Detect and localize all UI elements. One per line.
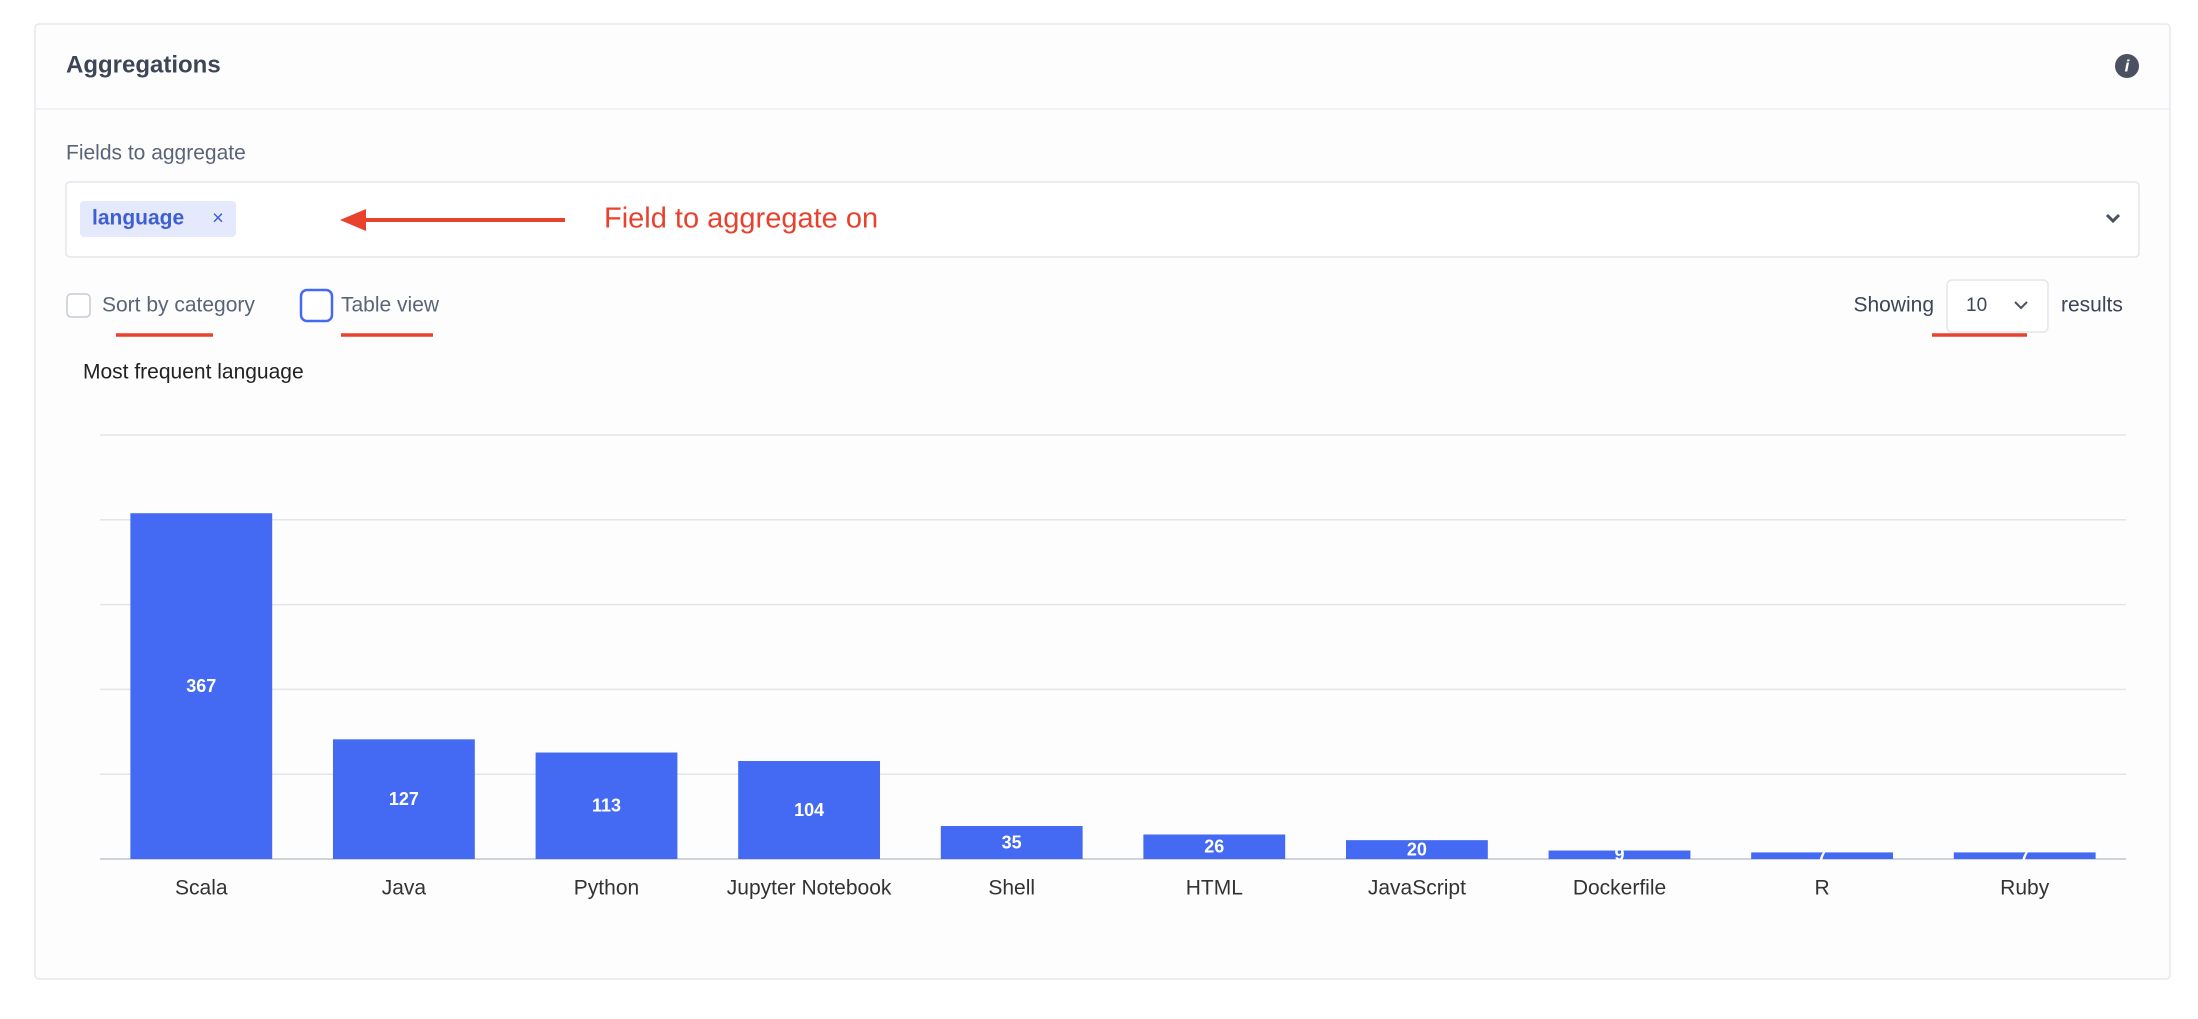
x-tick-label: HTML bbox=[1186, 877, 1243, 900]
bar bbox=[940, 826, 1083, 859]
bar-value-label: 113 bbox=[592, 796, 621, 816]
plot: Scala 367 Java 127 Python 113 Jupyter Notebook… bbox=[100, 434, 2126, 900]
bar bbox=[1143, 834, 1286, 859]
bar bbox=[535, 752, 678, 859]
checkbox[interactable] bbox=[66, 293, 91, 318]
bar bbox=[1548, 850, 1691, 859]
card-title: Aggregations bbox=[66, 51, 221, 78]
dropdown-chevron[interactable] bbox=[2105, 213, 2121, 224]
bar-value-label: 7 bbox=[1817, 845, 1827, 865]
bar bbox=[130, 513, 273, 859]
chip-label: language bbox=[92, 207, 184, 230]
bar bbox=[1345, 840, 1488, 859]
x-tick-label: Shell bbox=[988, 877, 1035, 900]
bar-value-label: 9 bbox=[1614, 845, 1624, 865]
select-chevron bbox=[2014, 301, 2028, 310]
checkbox-label[interactable]: Table view bbox=[341, 294, 440, 317]
chip bbox=[80, 201, 236, 237]
count-value[interactable]: 10 bbox=[1966, 295, 1987, 316]
checkbox-label[interactable]: Sort by category bbox=[102, 294, 255, 317]
x-tick-label: Python bbox=[574, 877, 639, 900]
x-tick-label: R bbox=[1815, 877, 1830, 900]
bar-value-label: 26 bbox=[1204, 837, 1224, 857]
x-tick-label: JavaScript bbox=[1368, 877, 1466, 900]
bar bbox=[1751, 852, 1894, 859]
info-glyph: i bbox=[2125, 56, 2131, 75]
bar bbox=[738, 761, 881, 859]
bar-value-label: 367 bbox=[186, 676, 216, 696]
checkbox[interactable] bbox=[299, 288, 334, 323]
bar-value-label: 104 bbox=[794, 800, 824, 820]
x-tick-label: Jupyter Notebook bbox=[727, 877, 892, 900]
results-label: results bbox=[2061, 294, 2123, 317]
card bbox=[34, 23, 2171, 980]
chart-title: Most frequent language bbox=[83, 361, 304, 384]
count-select[interactable] bbox=[1946, 279, 2049, 333]
showing-label: Showing bbox=[1853, 294, 1934, 317]
bar-value-label: 35 bbox=[1002, 832, 1022, 852]
x-tick-label: Ruby bbox=[2000, 877, 2050, 900]
x-tick-label: Dockerfile bbox=[1573, 877, 1666, 900]
annotation: Field to aggregate on bbox=[604, 203, 878, 235]
field-label: Fields to aggregate bbox=[66, 142, 246, 165]
bar bbox=[1953, 852, 2096, 859]
bar-value-label: 7 bbox=[2020, 845, 2030, 865]
bar-value-label: 20 bbox=[1407, 839, 1427, 859]
x-tick-label: Java bbox=[382, 877, 427, 900]
info-circle bbox=[2115, 54, 2139, 78]
info-icon[interactable]: i bbox=[2115, 54, 2139, 78]
arrow-head bbox=[340, 209, 366, 231]
field-select[interactable] bbox=[65, 181, 2140, 258]
x-tick-label: Scala bbox=[175, 877, 228, 900]
bar bbox=[332, 739, 475, 859]
bar-value-label: 127 bbox=[389, 789, 419, 809]
chip-remove[interactable]: × bbox=[212, 207, 224, 229]
